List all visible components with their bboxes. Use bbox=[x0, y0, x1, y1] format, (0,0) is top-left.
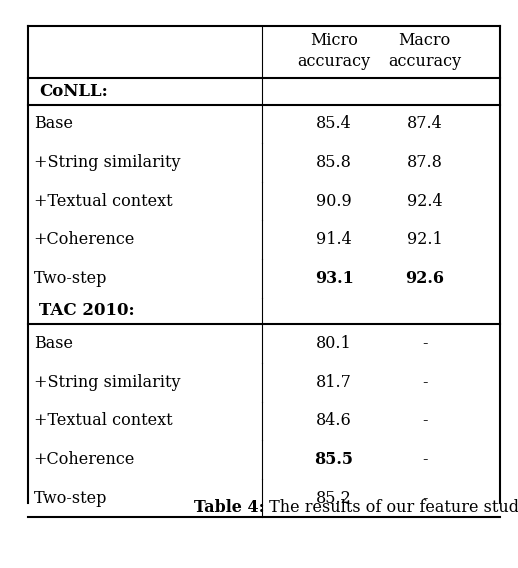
Text: 93.1: 93.1 bbox=[314, 270, 354, 287]
Text: TAC 2010:: TAC 2010: bbox=[39, 303, 135, 319]
Text: Micro: Micro bbox=[310, 32, 358, 49]
Text: +Coherence: +Coherence bbox=[34, 451, 135, 468]
Text: 92.6: 92.6 bbox=[405, 270, 444, 287]
Text: 87.4: 87.4 bbox=[407, 115, 443, 132]
Text: +Coherence: +Coherence bbox=[34, 231, 135, 248]
Text: +Textual context: +Textual context bbox=[34, 193, 172, 210]
Text: accuracy: accuracy bbox=[297, 53, 371, 70]
Text: Two-step: Two-step bbox=[34, 270, 107, 287]
Text: accuracy: accuracy bbox=[388, 53, 462, 70]
Text: Base: Base bbox=[34, 335, 73, 352]
Text: -: - bbox=[422, 451, 427, 468]
Text: -: - bbox=[422, 335, 427, 352]
Text: -: - bbox=[422, 490, 427, 507]
Text: 92.4: 92.4 bbox=[407, 193, 442, 210]
Text: 85.5: 85.5 bbox=[314, 451, 354, 468]
Text: -: - bbox=[422, 374, 427, 391]
Text: 87.8: 87.8 bbox=[407, 154, 443, 171]
Text: 80.1: 80.1 bbox=[316, 335, 352, 352]
Text: Two-step: Two-step bbox=[34, 490, 107, 507]
Text: 85.2: 85.2 bbox=[316, 490, 352, 507]
Text: 81.7: 81.7 bbox=[316, 374, 352, 391]
Text: +String similarity: +String similarity bbox=[34, 154, 180, 171]
Text: Table 4:: Table 4: bbox=[194, 499, 264, 516]
Text: 91.4: 91.4 bbox=[316, 231, 352, 248]
Text: 85.8: 85.8 bbox=[316, 154, 352, 171]
Text: The results of our feature study.: The results of our feature study. bbox=[264, 499, 518, 516]
Text: 92.1: 92.1 bbox=[407, 231, 443, 248]
Text: +Textual context: +Textual context bbox=[34, 412, 172, 429]
Text: -: - bbox=[422, 412, 427, 429]
Text: +String similarity: +String similarity bbox=[34, 374, 180, 391]
Text: 85.4: 85.4 bbox=[316, 115, 352, 132]
Text: Base: Base bbox=[34, 115, 73, 132]
Text: Macro: Macro bbox=[399, 32, 451, 49]
Text: CoNLL:: CoNLL: bbox=[39, 83, 108, 99]
Text: 90.9: 90.9 bbox=[316, 193, 352, 210]
Text: 84.6: 84.6 bbox=[316, 412, 352, 429]
